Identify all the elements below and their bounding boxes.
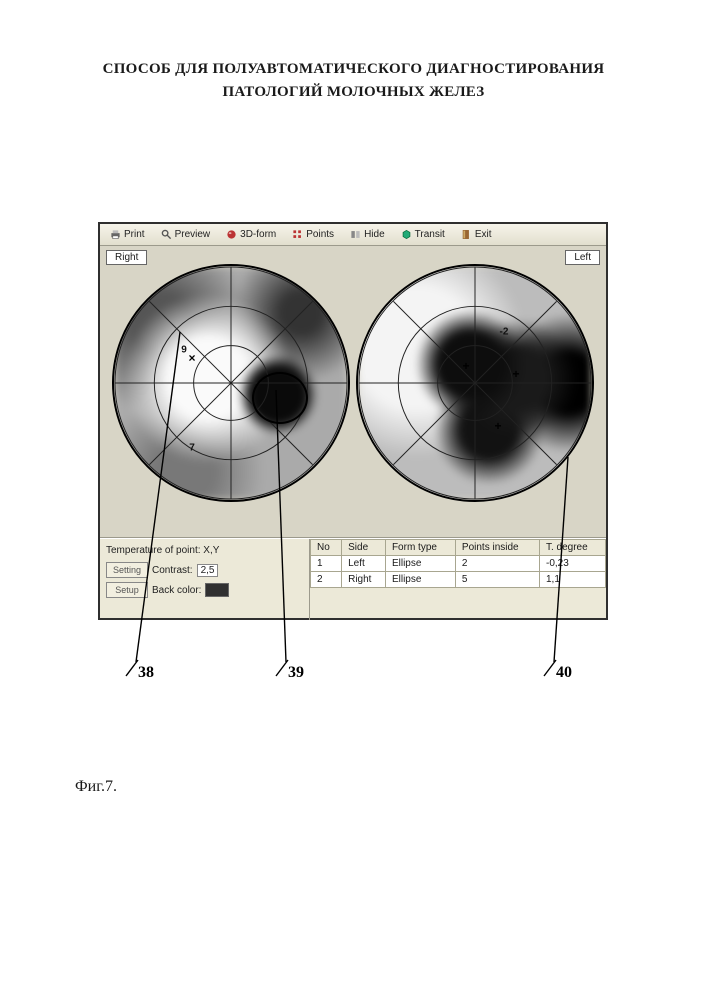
title-line-2: ПАТОЛОГИЙ МОЛОЧНЫХ ЖЕЛЕЗ	[50, 81, 657, 104]
cell: 2	[311, 572, 342, 588]
annot-9: 9	[181, 345, 187, 356]
annot-minus2: -2	[500, 327, 509, 338]
callout-40: 40	[556, 664, 572, 682]
transit-button[interactable]: Transit	[395, 227, 451, 242]
figure-caption: Фиг.7.	[75, 778, 117, 796]
cube-icon	[401, 229, 412, 240]
backcolor-swatch[interactable]	[205, 583, 229, 597]
printer-icon	[110, 229, 121, 240]
cell: 5	[455, 572, 539, 588]
toolbar: Print Preview 3D-form Points Hide	[100, 224, 606, 246]
hide-button[interactable]: Hide	[344, 227, 391, 242]
left-badge: Left	[565, 250, 600, 265]
hide-label: Hide	[364, 229, 385, 240]
settings-button[interactable]: Setting	[106, 562, 148, 578]
cell: Ellipse	[385, 572, 455, 588]
footer-panel: Temperature of point: X,Y Setting Contra…	[100, 538, 606, 620]
thermogram-left-breast[interactable]: -2 + + +	[356, 264, 594, 502]
callout-38: 38	[138, 664, 154, 682]
thermogram-right-breast[interactable]: 9 × 7	[112, 264, 350, 502]
cross-mark: +	[462, 359, 469, 373]
sphere-icon	[226, 229, 237, 240]
right-badge: Right	[106, 250, 147, 265]
magnifier-icon	[161, 229, 172, 240]
callout-39: 39	[288, 664, 304, 682]
col-side[interactable]: Side	[342, 540, 386, 556]
results-table: No Side Form type Points inside T. degre…	[310, 539, 606, 588]
3d-form-label: 3D-form	[240, 229, 276, 240]
contrast-value[interactable]: 2,5	[197, 564, 219, 577]
cell: 1	[311, 556, 342, 572]
lesion-ellipse[interactable]	[252, 372, 308, 424]
cross-mark: ×	[188, 351, 195, 365]
preview-button[interactable]: Preview	[155, 227, 217, 242]
cross-mark: +	[512, 367, 519, 381]
cell: Ellipse	[385, 556, 455, 572]
table-row[interactable]: 1 Left Ellipse 2 -0,23	[311, 556, 606, 572]
temperature-readout: Temperature of point: X,Y	[106, 543, 303, 558]
col-points[interactable]: Points inside	[455, 540, 539, 556]
print-button[interactable]: Print	[104, 227, 151, 242]
title-line-1: СПОСОБ ДЛЯ ПОЛУАВТОМАТИЧЕСКОГО ДИАГНОСТИ…	[50, 58, 657, 81]
book-icon	[350, 229, 361, 240]
footer-right: No Side Form type Points inside T. degre…	[310, 539, 606, 620]
preview-label: Preview	[175, 229, 211, 240]
col-tdeg[interactable]: T. degree	[539, 540, 605, 556]
setup-button[interactable]: Setup	[106, 582, 148, 598]
backcolor-label: Back color:	[152, 585, 201, 596]
exit-label: Exit	[475, 229, 492, 240]
3d-form-button[interactable]: 3D-form	[220, 227, 282, 242]
contrast-label: Contrast:	[152, 565, 193, 576]
transit-label: Transit	[415, 229, 445, 240]
print-label: Print	[124, 229, 145, 240]
chart-area: Right Left 9 ×	[100, 246, 606, 538]
grid-icon	[292, 229, 303, 240]
annot-7: 7	[189, 443, 195, 454]
page-title: СПОСОБ ДЛЯ ПОЛУАВТОМАТИЧЕСКОГО ДИАГНОСТИ…	[0, 0, 707, 103]
exit-button[interactable]: Exit	[455, 227, 498, 242]
col-form[interactable]: Form type	[385, 540, 455, 556]
polar-grid	[114, 266, 348, 500]
footer-left: Temperature of point: X,Y Setting Contra…	[100, 539, 310, 620]
table-row[interactable]: 2 Right Ellipse 5 1,1	[311, 572, 606, 588]
cell: Left	[342, 556, 386, 572]
cell: -0,23	[539, 556, 605, 572]
door-icon	[461, 229, 472, 240]
polar-grid	[358, 266, 592, 500]
points-label: Points	[306, 229, 334, 240]
cell: 2	[455, 556, 539, 572]
cell: 1,1	[539, 572, 605, 588]
cell: Right	[342, 572, 386, 588]
app-window: Print Preview 3D-form Points Hide	[98, 222, 608, 620]
points-button[interactable]: Points	[286, 227, 340, 242]
col-no[interactable]: No	[311, 540, 342, 556]
cross-mark: +	[494, 419, 501, 433]
